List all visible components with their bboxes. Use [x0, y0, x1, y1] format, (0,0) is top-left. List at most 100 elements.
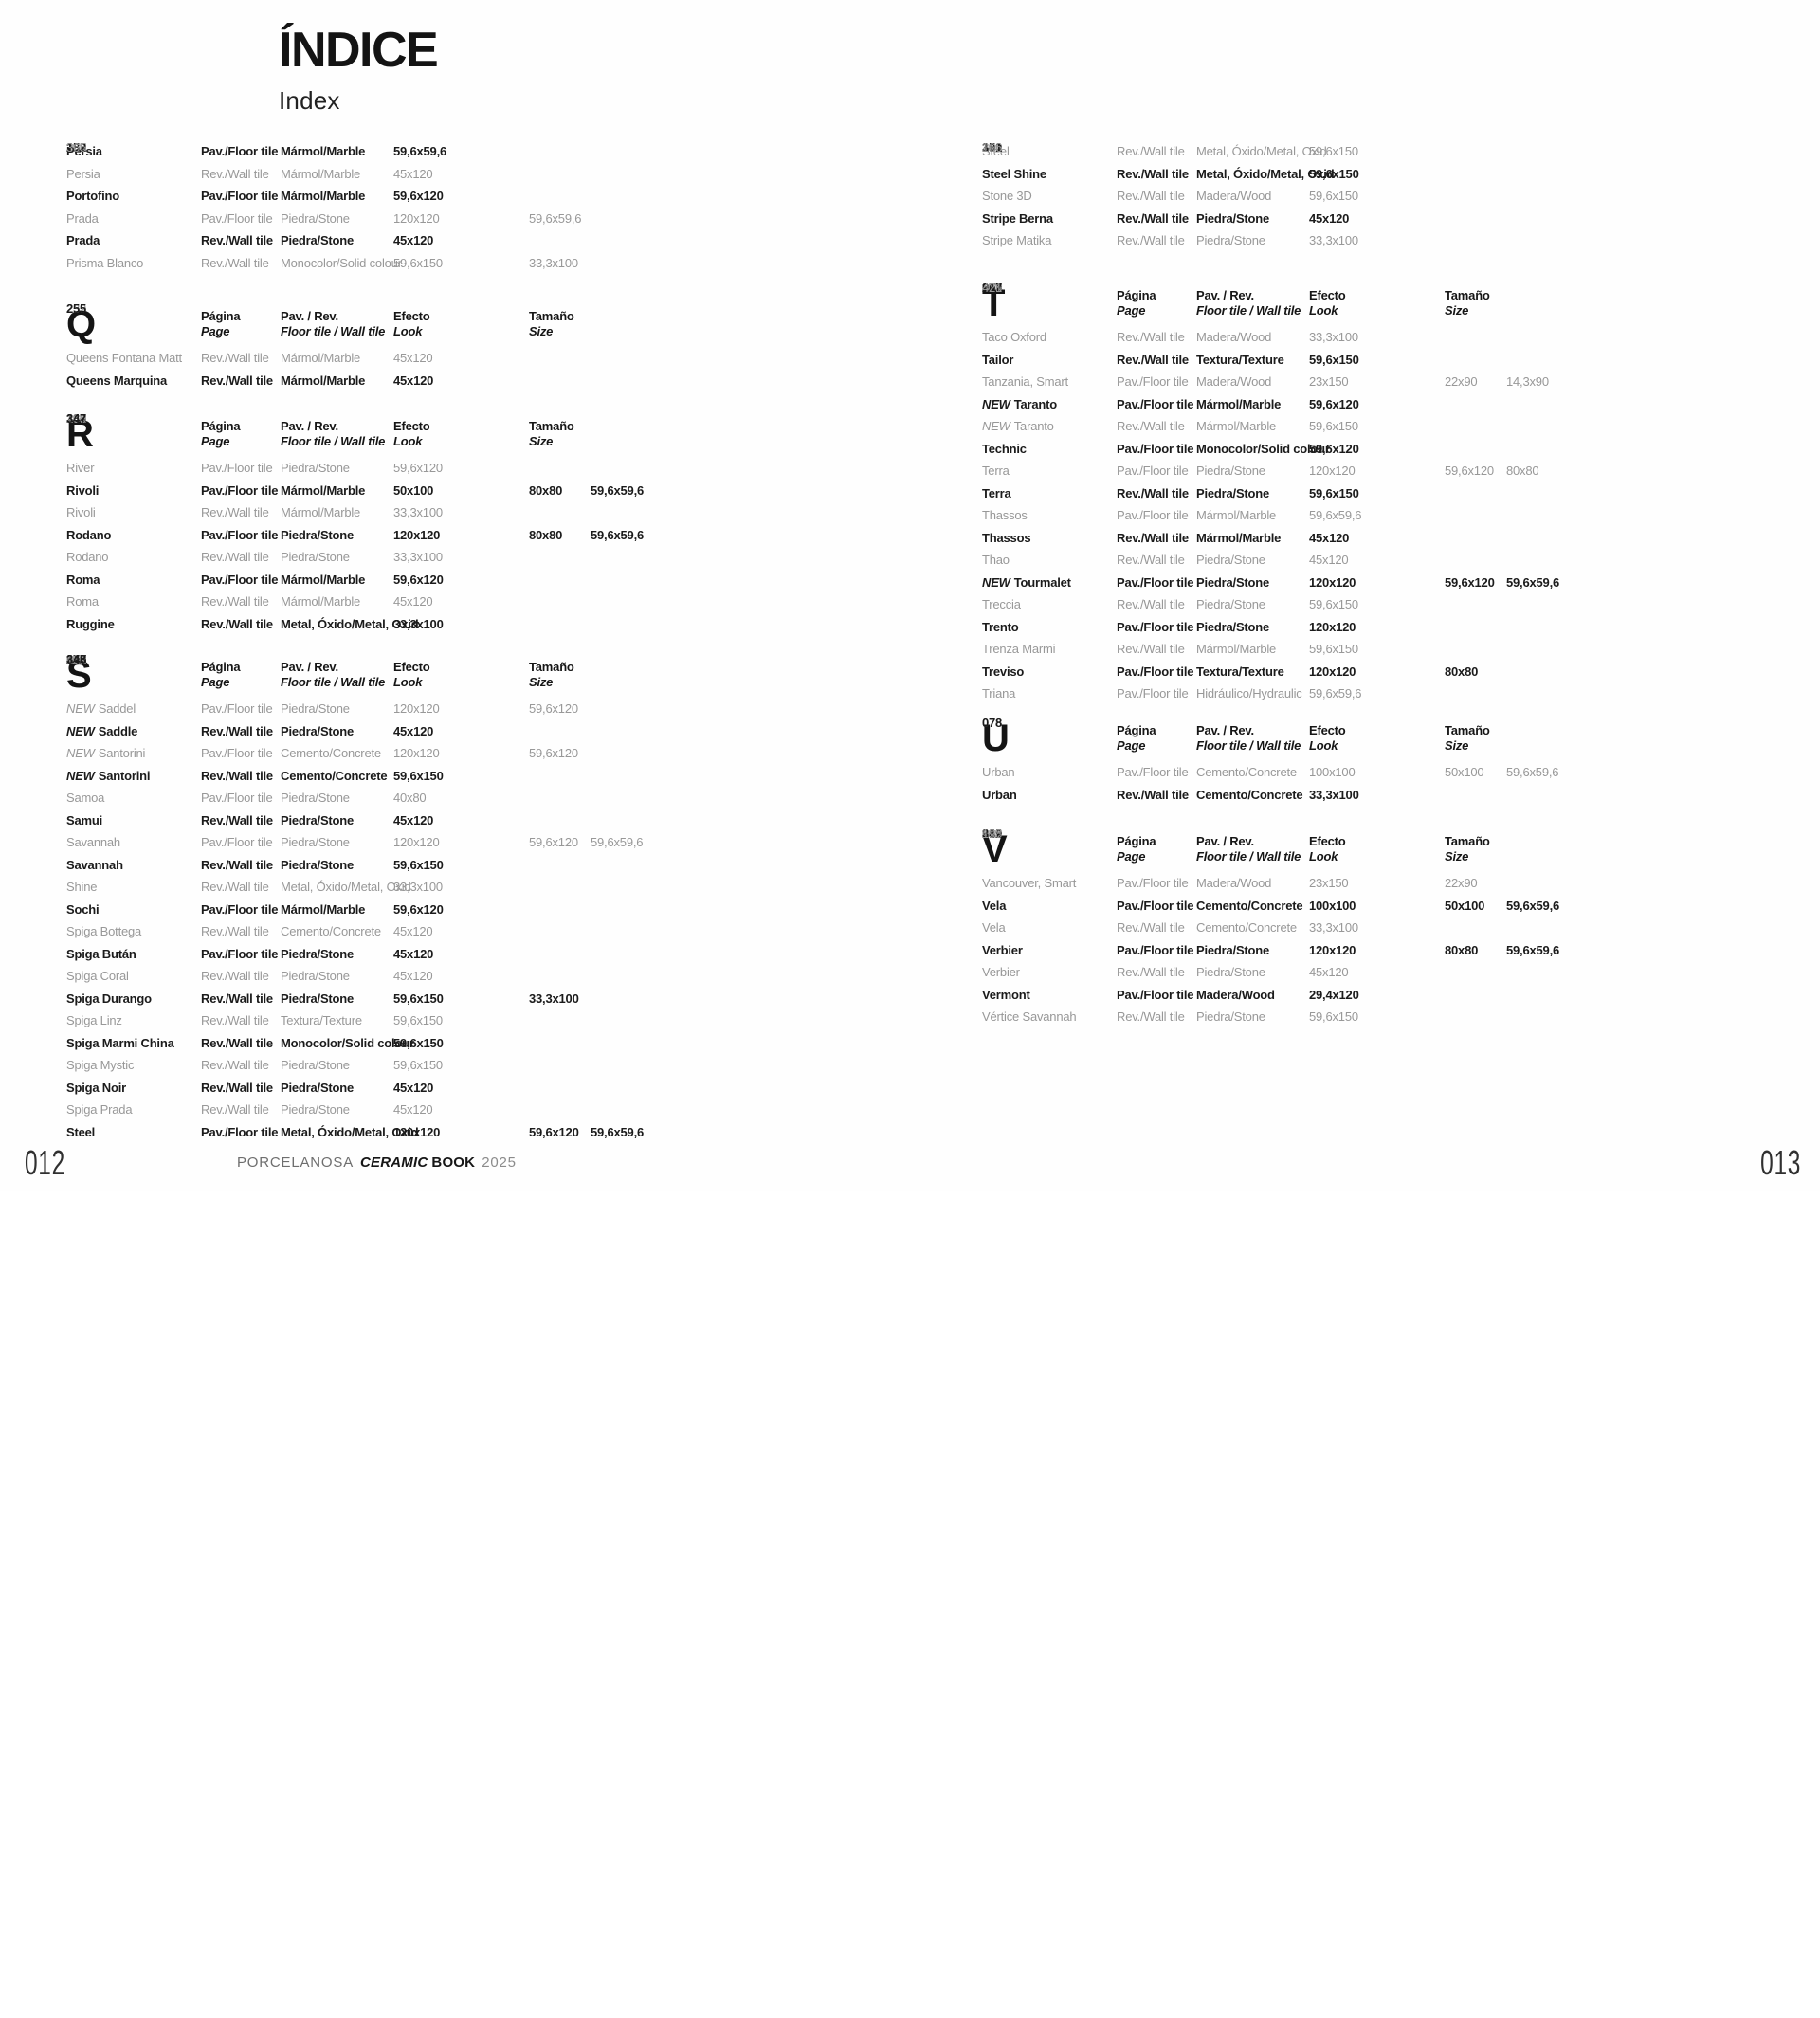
entry-type: Pav./Floor tile — [1117, 441, 1194, 456]
index-entry-row: Samui 210 Rev./Wall tile Piedra/Stone 45x120 — [0, 652, 910, 832]
entry-page: 334 — [982, 827, 1003, 841]
entry-name: Trenza Marmi — [982, 642, 1056, 657]
entry-size-1: 45x120 — [393, 373, 434, 388]
entry-size-1: 33,3x100 — [1309, 330, 1358, 345]
entry-size-2: 22x90 — [1445, 374, 1478, 390]
entry-look: Piedra/Stone — [281, 550, 350, 565]
new-badge: NEW — [982, 419, 1010, 434]
entry-look: Mármol/Marble — [281, 189, 366, 204]
column-header-size-en: Size — [1445, 738, 1469, 753]
entry-type: Rev./Wall tile — [201, 233, 273, 248]
entry-look: Piedra/Stone — [281, 723, 355, 738]
entry-size-1: 45x120 — [393, 969, 433, 984]
entry-name: Treviso — [982, 664, 1025, 679]
entry-size-1: 59,6x150 — [1309, 166, 1359, 181]
column-header-look-es: Efecto — [1309, 833, 1346, 848]
entry-type: Pav./Floor tile — [1117, 508, 1189, 523]
entry-size-1: 45x120 — [393, 233, 434, 248]
entry-name: Steel Shine — [982, 166, 1046, 181]
column-header-page: Página Page — [1117, 288, 1196, 319]
entry-name: Technic — [982, 441, 1027, 456]
entry-page: 195 — [66, 652, 87, 666]
entry-size-2: 50x100 — [1445, 765, 1484, 780]
entry-size-3: 59,6x59,6 — [591, 1124, 645, 1139]
entry-name: Vancouver, Smart — [982, 876, 1077, 891]
new-badge: NEW — [66, 768, 95, 783]
section-letter-r: R — [66, 413, 94, 455]
entry-size-1: 59,6x150 — [1309, 597, 1358, 612]
entry-size-1: 59,6x150 — [393, 1013, 443, 1028]
entry-type: Rev./Wall tile — [1117, 233, 1185, 248]
index-entry-row: Vancouver, Smart 334 Pav./Floor tile Madera… — [910, 827, 1820, 895]
title-block: ÍNDICE Index — [279, 25, 439, 116]
column-header-size: Tamaño Size — [529, 309, 910, 340]
index-entry-row: Rivoli 260 Pav./Floor tile Mármol/Marble 50x… — [0, 411, 910, 502]
entry-look: Cemento/Concrete — [281, 924, 381, 939]
column-header-page: Página Page — [1117, 723, 1196, 754]
entry-size-1: 45x120 — [393, 924, 433, 939]
index-section-t: T Página Page Pav. / Rev. Floor tile / Wall … — [910, 281, 1820, 705]
entry-size-2: 80x80 — [529, 482, 563, 498]
entry-look: Piedra/Stone — [281, 946, 355, 961]
entry-name: NEW Tourmalet — [982, 574, 1071, 590]
entry-page: 076 — [982, 716, 1003, 730]
column-header-look-es: Efecto — [393, 418, 430, 433]
index-entry-row: Steel 350 Rev./Wall tile Metal, Óxido/Metal… — [910, 140, 1820, 163]
entry-size-1: 33,3x100 — [1309, 233, 1358, 248]
entry-page: 347 — [66, 652, 87, 666]
entry-size-1: 45x120 — [393, 594, 433, 609]
entry-look: Madera/Wood — [1196, 374, 1272, 390]
entry-size-1: 45x120 — [393, 723, 434, 738]
index-entry-row: Ruggine 347 Rev./Wall tile Metal, Óxido/Met… — [0, 411, 910, 636]
index-entry-row: Spiga Durango 137 Rev./Wall tile Piedra/Sto… — [0, 652, 910, 1010]
entry-page: 101 — [982, 140, 1003, 155]
entry-size-1: 120x120 — [1309, 574, 1356, 590]
column-header-look: Efecto Look — [1309, 834, 1445, 865]
entry-look: Monocolor/Solid colour — [281, 255, 402, 270]
entry-name: Ruggine — [66, 616, 115, 631]
catalog-index-spread: ÍNDICE Index Persia 256 Pav./Floor tile Már… — [0, 0, 1820, 1191]
entry-size-1: 59,6x150 — [1309, 642, 1358, 657]
entry-page: 210 — [982, 827, 1003, 841]
entry-type: Rev./Wall tile — [201, 1102, 269, 1118]
page-right: Steel 350 Rev./Wall tile Metal, Óxido/Metal… — [910, 0, 1820, 1191]
entry-type: Rev./Wall tile — [201, 373, 273, 388]
entry-page: 339 — [982, 827, 1003, 841]
entry-size-1: 50x100 — [393, 482, 434, 498]
entry-size-1: 59,6x150 — [393, 768, 444, 783]
entry-name: Roma — [66, 594, 99, 609]
entry-name: Savannah — [66, 835, 120, 850]
entry-size-1: 33,3x100 — [393, 880, 443, 895]
entry-page: 255 — [66, 301, 87, 316]
index-entry-row: NEW Taranto 270 Rev./Wall tile Mármol/Marble… — [910, 281, 1820, 438]
entry-look: Piedra/Stone — [281, 812, 355, 827]
entry-look: Madera/Wood — [1196, 189, 1272, 204]
entry-look: Piedra/Stone — [1196, 574, 1270, 590]
column-header-page: Página Page — [201, 419, 281, 450]
column-header-look-en: Look — [393, 434, 423, 448]
entry-type: Rev./Wall tile — [1117, 597, 1185, 612]
entry-name: Shine — [66, 880, 98, 895]
entry-look: Mármol/Marble — [281, 144, 366, 159]
entry-name: Taco Oxford — [982, 330, 1046, 345]
index-section-r: R Página Page Pav. / Rev. Floor tile / Wall … — [0, 411, 910, 635]
entry-name: Thao — [982, 553, 1010, 568]
entry-name: Stripe Matika — [982, 233, 1052, 248]
entry-page: 085 — [982, 827, 1003, 841]
entry-page: 348 — [66, 652, 87, 666]
entry-page: 172 — [66, 652, 87, 666]
entry-type: Pav./Floor tile — [201, 901, 279, 917]
section-letter-s: S — [66, 654, 92, 696]
entry-type: Rev./Wall tile — [201, 880, 269, 895]
column-header-page: Página Page — [201, 660, 281, 691]
entry-size-1: 120x120 — [1309, 942, 1356, 957]
entry-look: Mármol/Marble — [1196, 419, 1277, 434]
entry-size-1: 45x120 — [393, 1080, 434, 1095]
index-entry-row: Queens Marquina 255 Rev./Wall tile Mármol/M… — [0, 301, 910, 392]
entry-look: Piedra/Stone — [281, 461, 350, 476]
index-entry-row: Vela 082 Pav./Floor tile Cemento/Concrete 10… — [910, 827, 1820, 918]
entry-look: Piedra/Stone — [1196, 464, 1265, 479]
column-header-page-es: Página — [201, 308, 241, 323]
column-header-size: Tamaño Size — [1445, 723, 1820, 754]
entry-size-1: 59,6x120 — [393, 572, 444, 587]
